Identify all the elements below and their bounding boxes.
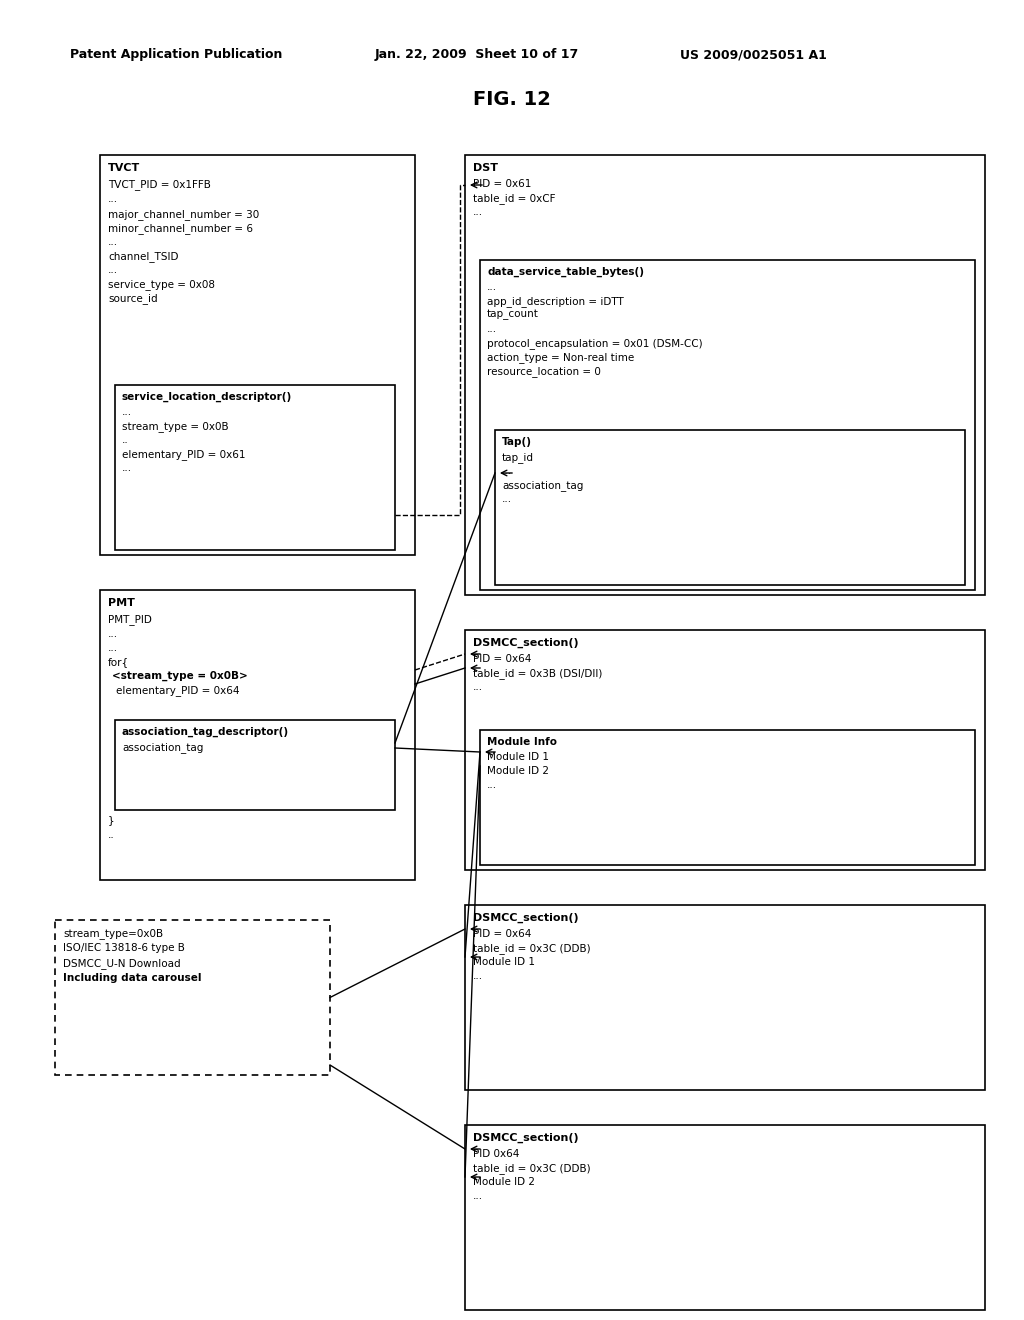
Text: Module ID 1: Module ID 1 xyxy=(473,957,535,968)
Bar xyxy=(100,154,415,554)
Text: TVCT_PID = 0x1FFB: TVCT_PID = 0x1FFB xyxy=(108,180,211,190)
Text: stream_type = 0x0B: stream_type = 0x0B xyxy=(122,421,228,432)
Text: ..: .. xyxy=(108,830,115,840)
Text: resource_location = 0: resource_location = 0 xyxy=(487,366,601,378)
Bar xyxy=(465,154,985,595)
Text: DSMCC_section(): DSMCC_section() xyxy=(473,1133,579,1143)
Text: Patent Application Publication: Patent Application Publication xyxy=(70,48,283,61)
Bar xyxy=(495,430,965,585)
Text: ...: ... xyxy=(487,282,497,292)
Text: ...: ... xyxy=(122,463,132,473)
Text: major_channel_number = 30: major_channel_number = 30 xyxy=(108,209,259,220)
Text: association_tag: association_tag xyxy=(122,742,204,752)
Text: Module Info: Module Info xyxy=(487,737,557,747)
Text: }: } xyxy=(108,814,115,825)
Text: ...: ... xyxy=(473,972,483,981)
Bar xyxy=(480,730,975,865)
Text: table_id = 0xCF: table_id = 0xCF xyxy=(473,193,555,203)
Bar xyxy=(465,630,985,870)
Text: Jan. 22, 2009  Sheet 10 of 17: Jan. 22, 2009 Sheet 10 of 17 xyxy=(375,48,580,61)
Text: ...: ... xyxy=(108,630,118,639)
Text: minor_channel_number = 6: minor_channel_number = 6 xyxy=(108,223,253,234)
Text: ...: ... xyxy=(487,323,497,334)
Text: Module ID 1: Module ID 1 xyxy=(487,752,549,762)
Text: Including data carousel: Including data carousel xyxy=(63,973,202,983)
Bar xyxy=(465,906,985,1090)
Text: elementary_PID = 0x61: elementary_PID = 0x61 xyxy=(122,449,246,459)
Text: ...: ... xyxy=(108,194,118,205)
Text: table_id = 0x3B (DSI/DII): table_id = 0x3B (DSI/DII) xyxy=(473,668,602,678)
Text: Module ID 2: Module ID 2 xyxy=(473,1177,535,1187)
Text: stream_type=0x0B: stream_type=0x0B xyxy=(63,928,163,939)
Text: ...: ... xyxy=(473,1191,483,1201)
Text: table_id = 0x3C (DDB): table_id = 0x3C (DDB) xyxy=(473,942,591,954)
Text: PMT: PMT xyxy=(108,598,135,609)
Bar xyxy=(115,385,395,550)
Text: app_id_description = iDTT: app_id_description = iDTT xyxy=(487,296,624,308)
Text: ISO/IEC 13818-6 type B: ISO/IEC 13818-6 type B xyxy=(63,942,185,953)
Text: ...: ... xyxy=(108,265,118,275)
Text: source_id: source_id xyxy=(108,293,158,304)
Text: ...: ... xyxy=(502,494,512,504)
Bar xyxy=(465,1125,985,1309)
Text: ...: ... xyxy=(473,207,483,216)
Text: ...: ... xyxy=(108,238,118,247)
Text: ...: ... xyxy=(502,466,512,477)
Text: table_id = 0x3C (DDB): table_id = 0x3C (DDB) xyxy=(473,1163,591,1173)
Text: tap_count: tap_count xyxy=(487,310,539,321)
Text: Module ID 2: Module ID 2 xyxy=(487,766,549,776)
Text: FIG. 12: FIG. 12 xyxy=(473,90,551,110)
Text: TVCT: TVCT xyxy=(108,162,140,173)
Bar xyxy=(115,719,395,810)
Text: PID = 0x64: PID = 0x64 xyxy=(473,653,531,664)
Text: PID 0x64: PID 0x64 xyxy=(473,1148,519,1159)
Text: <stream_type = 0x0B>: <stream_type = 0x0B> xyxy=(112,671,248,681)
Text: action_type = Non-real time: action_type = Non-real time xyxy=(487,352,634,363)
Text: protocol_encapsulation = 0x01 (DSM-CC): protocol_encapsulation = 0x01 (DSM-CC) xyxy=(487,338,702,348)
Text: ..: .. xyxy=(122,436,129,445)
Text: tap_id: tap_id xyxy=(502,451,534,463)
Text: ...: ... xyxy=(487,780,497,789)
Text: ...: ... xyxy=(108,643,118,653)
Text: ...: ... xyxy=(473,682,483,692)
Text: for{: for{ xyxy=(108,657,129,667)
Text: DSMCC_U-N Download: DSMCC_U-N Download xyxy=(63,958,180,969)
Text: DST: DST xyxy=(473,162,498,173)
Text: elementary_PID = 0x64: elementary_PID = 0x64 xyxy=(116,685,240,696)
Bar xyxy=(480,260,975,590)
Text: Tap(): Tap() xyxy=(502,437,532,447)
Text: service_type = 0x08: service_type = 0x08 xyxy=(108,279,215,290)
Text: DSMCC_section(): DSMCC_section() xyxy=(473,913,579,923)
Text: channel_TSID: channel_TSID xyxy=(108,251,178,261)
Text: PID = 0x61: PID = 0x61 xyxy=(473,180,531,189)
Text: US 2009/0025051 A1: US 2009/0025051 A1 xyxy=(680,48,826,61)
Text: ...: ... xyxy=(122,407,132,417)
Bar xyxy=(55,920,330,1074)
Text: PMT_PID: PMT_PID xyxy=(108,614,152,624)
Text: association_tag: association_tag xyxy=(502,480,584,491)
Text: PID = 0x64: PID = 0x64 xyxy=(473,929,531,939)
Text: service_location_descriptor(): service_location_descriptor() xyxy=(122,392,292,403)
Text: data_service_table_bytes(): data_service_table_bytes() xyxy=(487,267,644,277)
Text: DSMCC_section(): DSMCC_section() xyxy=(473,638,579,648)
Bar xyxy=(100,590,415,880)
Text: association_tag_descriptor(): association_tag_descriptor() xyxy=(122,727,289,738)
